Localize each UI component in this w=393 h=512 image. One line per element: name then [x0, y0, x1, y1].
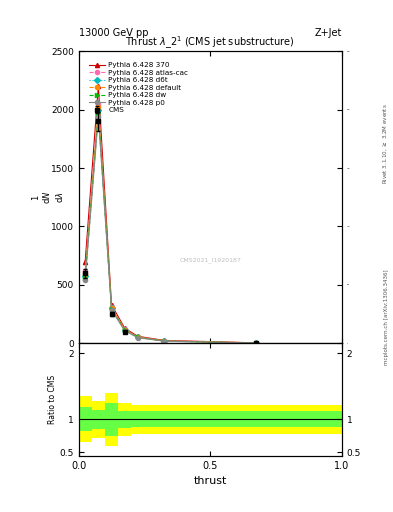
Pythia 6.428 default — [136, 334, 140, 340]
Pythia 6.428 370 — [96, 83, 101, 89]
Pythia 6.428 atlas-cac — [162, 338, 167, 344]
Pythia 6.428 dw — [136, 334, 140, 340]
Pythia 6.428 370 — [254, 340, 259, 346]
Pythia 6.428 p0 — [96, 114, 101, 120]
Pythia 6.428 p0 — [162, 338, 167, 344]
Pythia 6.428 d6t — [162, 338, 167, 344]
Pythia 6.428 atlas-cac — [83, 268, 88, 274]
Pythia 6.428 default — [162, 338, 167, 344]
Pythia 6.428 atlas-cac — [96, 101, 101, 107]
Pythia 6.428 d6t — [96, 106, 101, 113]
Pythia 6.428 370 — [122, 325, 127, 331]
Line: Pythia 6.428 default: Pythia 6.428 default — [83, 105, 259, 345]
Line: Pythia 6.428 370: Pythia 6.428 370 — [83, 84, 259, 345]
Pythia 6.428 p0 — [83, 277, 88, 283]
Line: Pythia 6.428 dw: Pythia 6.428 dw — [83, 111, 259, 345]
Text: Z+Jet: Z+Jet — [314, 28, 342, 38]
Pythia 6.428 default — [122, 327, 127, 333]
Pythia 6.428 atlas-cac — [122, 326, 127, 332]
Pythia 6.428 d6t — [122, 327, 127, 333]
Pythia 6.428 dw — [122, 327, 127, 333]
Pythia 6.428 d6t — [254, 340, 259, 346]
Pythia 6.428 d6t — [109, 305, 114, 311]
Pythia 6.428 default — [109, 305, 114, 311]
Pythia 6.428 default — [254, 340, 259, 346]
Pythia 6.428 dw — [83, 275, 88, 281]
Text: 13000 GeV pp: 13000 GeV pp — [79, 28, 148, 38]
Line: Pythia 6.428 atlas-cac: Pythia 6.428 atlas-cac — [83, 102, 259, 345]
Legend: Pythia 6.428 370, Pythia 6.428 atlas-cac, Pythia 6.428 d6t, Pythia 6.428 default: Pythia 6.428 370, Pythia 6.428 atlas-cac… — [88, 60, 190, 115]
Title: Thrust $\lambda\_2^1$ (CMS jet substructure): Thrust $\lambda\_2^1$ (CMS jet substruct… — [125, 35, 295, 51]
Pythia 6.428 p0 — [109, 307, 114, 313]
Pythia 6.428 dw — [162, 338, 167, 344]
Text: Rivet 3.1.10, $\geq$ 3.2M events: Rivet 3.1.10, $\geq$ 3.2M events — [382, 103, 389, 184]
Pythia 6.428 atlas-cac — [109, 304, 114, 310]
Text: CMS2021_I1920187: CMS2021_I1920187 — [179, 258, 241, 263]
Pythia 6.428 370 — [136, 333, 140, 339]
X-axis label: thrust: thrust — [194, 476, 227, 486]
Pythia 6.428 default — [96, 104, 101, 111]
Line: Pythia 6.428 d6t: Pythia 6.428 d6t — [83, 108, 259, 345]
Pythia 6.428 atlas-cac — [136, 334, 140, 340]
Pythia 6.428 p0 — [136, 335, 140, 341]
Pythia 6.428 dw — [109, 306, 114, 312]
Pythia 6.428 atlas-cac — [254, 340, 259, 346]
Pythia 6.428 default — [83, 271, 88, 278]
Pythia 6.428 370 — [162, 337, 167, 344]
Pythia 6.428 p0 — [254, 340, 259, 346]
Pythia 6.428 p0 — [122, 328, 127, 334]
Pythia 6.428 370 — [109, 302, 114, 308]
Pythia 6.428 dw — [96, 110, 101, 116]
Y-axis label: Ratio to CMS: Ratio to CMS — [48, 375, 57, 424]
Pythia 6.428 dw — [254, 340, 259, 346]
Pythia 6.428 d6t — [136, 334, 140, 340]
Y-axis label: 1
$\mathrm{d}N$
$\mathrm{d}\lambda$: 1 $\mathrm{d}N$ $\mathrm{d}\lambda$ — [31, 190, 65, 204]
Pythia 6.428 370 — [83, 259, 88, 265]
Line: Pythia 6.428 p0: Pythia 6.428 p0 — [83, 115, 259, 345]
Pythia 6.428 d6t — [83, 272, 88, 279]
Text: mcplots.cern.ch [arXiv:1306.3436]: mcplots.cern.ch [arXiv:1306.3436] — [384, 270, 389, 365]
